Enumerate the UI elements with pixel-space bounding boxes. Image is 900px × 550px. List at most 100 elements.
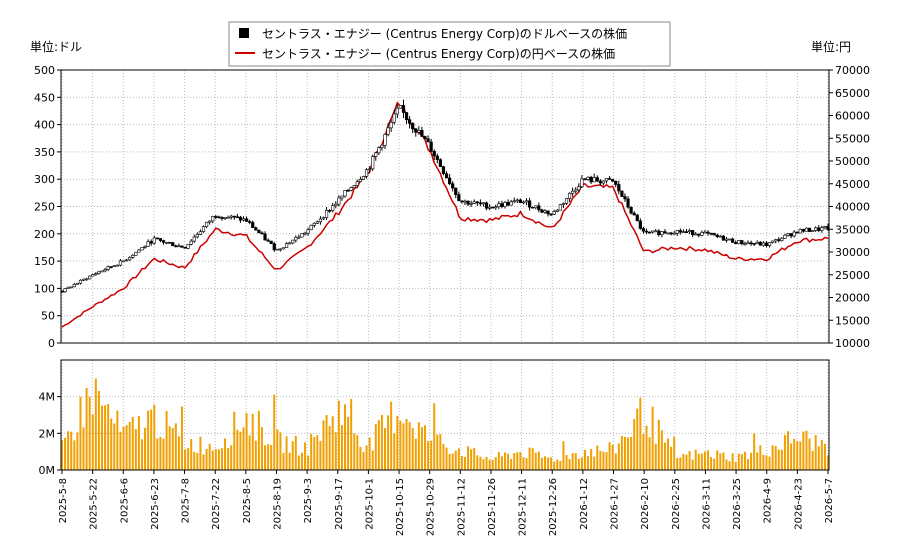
- x-tick-label: 2026-4-9: [763, 478, 774, 523]
- volume-bar: [294, 436, 297, 470]
- x-tick-label: 2025-5-8: [58, 478, 69, 523]
- candle-body: [152, 237, 156, 244]
- candle-body: [488, 206, 492, 209]
- candle-body: [192, 236, 196, 242]
- x-tick-label: 2025-6-6: [119, 478, 130, 523]
- candle-body: [368, 168, 372, 171]
- right-tick-label: 10000: [835, 337, 870, 350]
- volume-bar: [82, 427, 85, 470]
- volume-bar: [568, 459, 571, 470]
- volume-bar: [307, 455, 310, 470]
- candle-body: [444, 173, 449, 179]
- candle-body: [334, 203, 338, 206]
- volume-bar: [513, 453, 516, 470]
- volume-bar: [577, 458, 580, 470]
- volume-bar: [451, 453, 454, 470]
- volume-bar: [396, 415, 399, 470]
- candle-body: [75, 282, 79, 285]
- candle-body: [140, 247, 144, 251]
- candle-body: [592, 177, 596, 183]
- candle-body: [134, 251, 138, 256]
- x-tick-label: 2025-12-11: [518, 478, 529, 536]
- volume-bar: [420, 427, 423, 470]
- volume-bar: [630, 436, 633, 470]
- candle-body: [481, 202, 486, 205]
- candle-body: [694, 233, 698, 236]
- volume-bar: [550, 457, 553, 470]
- candle-body: [749, 242, 753, 245]
- volume-bar: [750, 452, 753, 470]
- volume-bar: [817, 446, 820, 470]
- candle-body: [232, 215, 236, 218]
- volume-bar: [623, 436, 626, 470]
- candle-body: [244, 218, 249, 222]
- volume-bar: [765, 455, 768, 470]
- candle-body: [571, 190, 575, 194]
- volume-bar: [537, 451, 540, 470]
- volume-bar: [217, 449, 220, 470]
- x-tick-label: 2025-8-19: [272, 478, 283, 530]
- candle-body: [392, 113, 396, 123]
- candle-body: [764, 242, 769, 247]
- candle-body: [78, 279, 83, 284]
- candle-body: [389, 121, 393, 129]
- price-grid: [61, 69, 829, 344]
- volume-bar: [291, 441, 294, 470]
- volume-bar: [64, 437, 67, 470]
- x-tick-label: 2025-9-17: [334, 478, 345, 530]
- x-tick-label: 2025-11-12: [456, 478, 467, 536]
- candle-body: [223, 217, 227, 219]
- candle-body: [260, 232, 264, 235]
- volume-bar: [691, 459, 694, 470]
- volume-bar: [304, 442, 307, 470]
- volume-bar: [233, 411, 236, 470]
- volume-bar: [756, 452, 759, 470]
- candle-body: [417, 130, 421, 133]
- candle-body: [248, 221, 252, 223]
- candle-body: [534, 205, 538, 209]
- volume-bar: [73, 440, 76, 470]
- candle-body: [644, 230, 649, 233]
- candle-body: [558, 204, 562, 211]
- volume-bar: [359, 446, 362, 470]
- volume-bar: [276, 429, 279, 470]
- candle-body: [288, 242, 292, 245]
- candle-body: [506, 202, 510, 206]
- candle-body: [423, 136, 427, 140]
- candle-body: [721, 235, 726, 241]
- candle-body: [361, 176, 366, 180]
- candle-body: [284, 243, 289, 248]
- volume-bar: [279, 432, 282, 470]
- candle-body: [300, 233, 304, 238]
- candle-body: [174, 245, 178, 248]
- candle-body: [168, 241, 172, 244]
- volume-bar: [230, 445, 233, 470]
- candle-body: [278, 248, 283, 251]
- volume-bar: [224, 438, 227, 470]
- candle-body: [214, 216, 218, 218]
- candle-body: [727, 238, 732, 241]
- x-tick-label: 2025-7-8: [181, 478, 192, 523]
- left-tick-label: 350: [34, 146, 55, 159]
- volume-bar: [473, 447, 476, 470]
- volume-bar: [605, 452, 608, 470]
- candle-body: [807, 227, 812, 232]
- candle-body: [780, 238, 784, 241]
- candle-body: [804, 227, 809, 232]
- candle-body: [204, 221, 209, 227]
- candle-body: [761, 242, 765, 246]
- candle-body: [598, 180, 602, 184]
- candle-body: [737, 240, 741, 244]
- volume-bar: [334, 432, 337, 470]
- jpy-price-line: [61, 101, 829, 328]
- volume-bar: [713, 458, 716, 470]
- volume-bar: [697, 453, 700, 470]
- candle-body: [601, 180, 606, 184]
- candle-body: [469, 203, 473, 205]
- volume-bar: [599, 450, 602, 470]
- volume-bar: [448, 453, 451, 470]
- candle-body: [734, 242, 738, 244]
- volume-bar: [670, 446, 673, 470]
- candle-body: [398, 105, 402, 109]
- volume-bar: [482, 459, 485, 470]
